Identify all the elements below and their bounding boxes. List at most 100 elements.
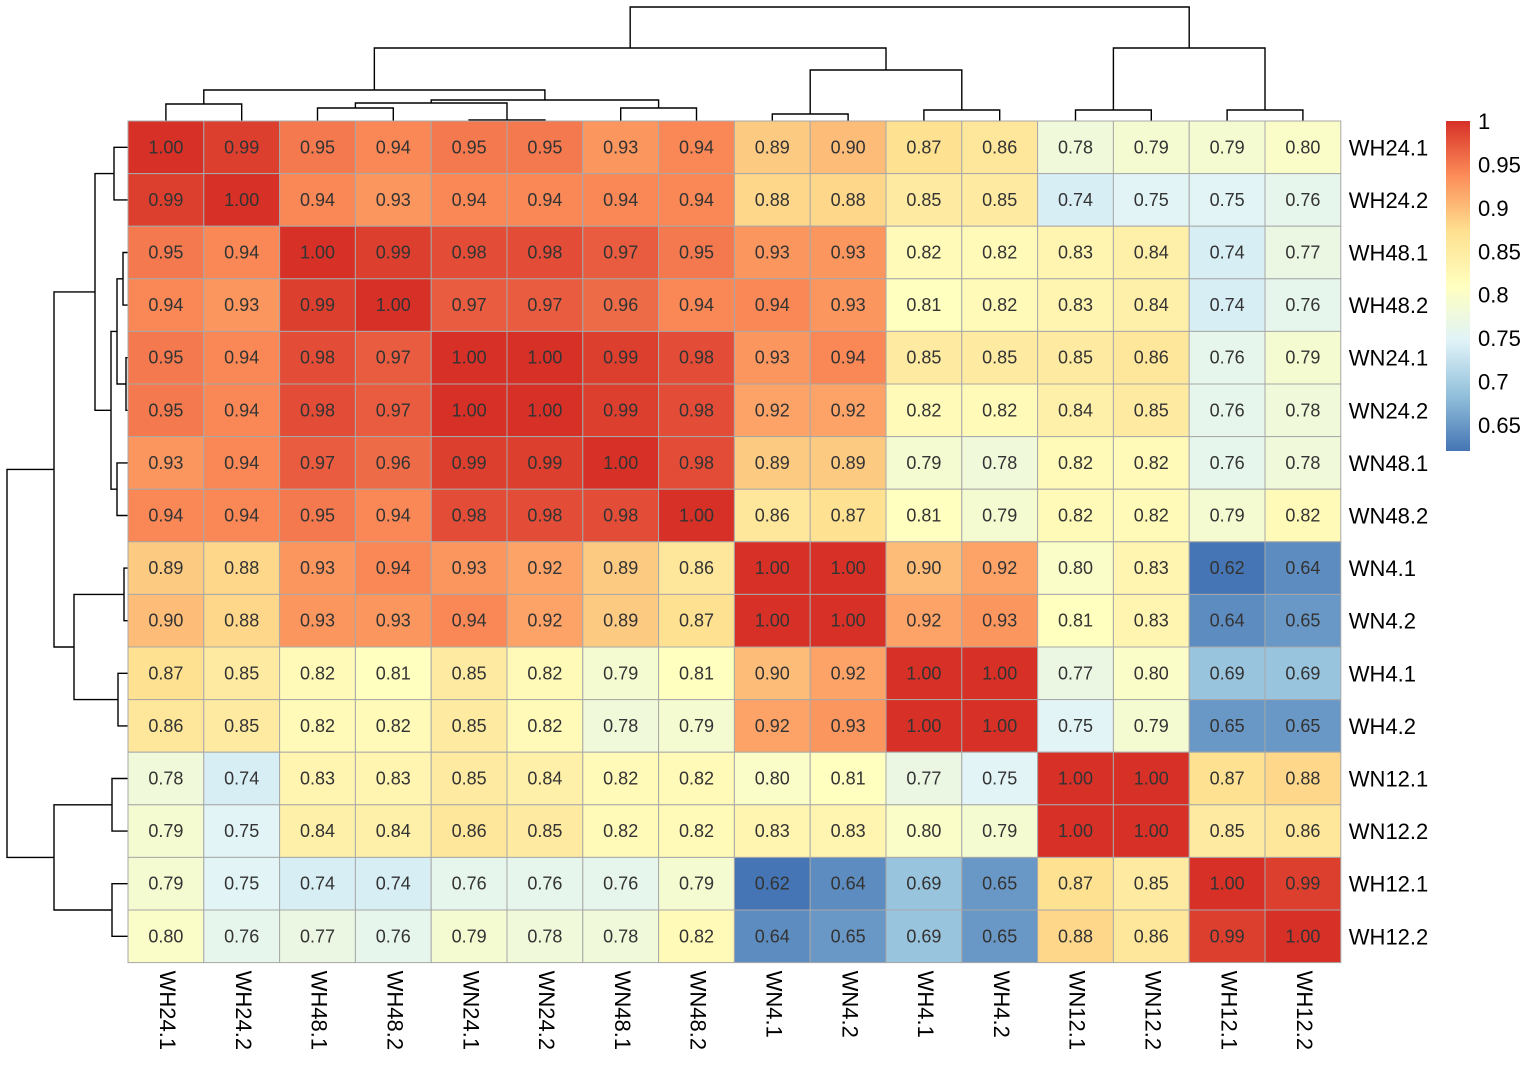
cell-value-label: 0.93 [224,295,259,315]
cell-value-label: 0.85 [1134,400,1169,420]
column-label: WN24.2 [534,971,559,1050]
heatmap-cell [961,751,1039,806]
cell-value-label: 0.92 [755,400,790,420]
heatmap-cell [127,699,205,753]
cell-value-label: 0.78 [1285,453,1320,473]
cell-value-label: 0.79 [982,821,1017,841]
heatmap-cell [354,330,432,385]
cell-value-label: 1.00 [1210,874,1245,894]
heatmap-cell [354,120,432,175]
cell-value-label: 0.97 [376,348,411,368]
heatmap-cell [809,330,887,385]
heatmap-cell [1188,856,1266,911]
heatmap-cell [885,120,963,175]
cell-value-label: 0.94 [300,190,335,210]
cell-value-label: 0.78 [1285,400,1320,420]
cell-value-label: 0.74 [376,874,411,894]
cell-value-label: 0.79 [148,874,183,894]
heatmap-cell [127,593,205,648]
cell-value-label: 0.86 [1134,926,1169,946]
heatmap-cell [885,699,963,753]
cell-value-label: 0.84 [300,821,335,841]
heatmap-cells: 1.00 0.99 0.95 0.94 0.95 0.95 0.93 0.94 0.89 0.90… [127,120,1342,964]
cell-value-label: 0.93 [300,611,335,631]
heatmap-cell [1188,909,1266,964]
heatmap-cell [809,856,887,911]
heatmap-cell [885,330,963,385]
cell-value-label: 0.99 [1285,874,1320,894]
cell-value-label: 0.97 [527,295,562,315]
row-label: WH24.1 [1349,135,1428,160]
cell-value-label: 0.93 [831,295,866,315]
heatmap-cell [203,751,281,806]
cell-value-label: 0.99 [1210,926,1245,946]
cell-value-label: 0.65 [1210,716,1245,736]
heatmap-cell [809,646,887,701]
cell-value-label: 0.93 [603,137,638,157]
heatmap-cell [506,120,584,175]
cell-value-label: 0.84 [1134,295,1169,315]
cell-value-label: 0.69 [906,926,941,946]
heatmap-cell [885,278,963,332]
heatmap-cell [733,120,811,175]
dendrogram-branch [373,47,887,90]
cell-value-label: 0.96 [376,453,411,473]
cell-value-label: 0.64 [1210,611,1245,631]
row-label: WH48.1 [1349,241,1428,266]
heatmap-cell [1112,593,1190,648]
heatmap-cell [203,593,281,648]
heatmap-cell [506,804,584,858]
heatmap-cell [203,383,281,438]
cell-value-label: 0.82 [1058,453,1093,473]
cell-value-label: 0.77 [300,926,335,946]
heatmap-cell [809,909,887,964]
cell-value-label: 1.00 [452,400,487,420]
heatmap-cell [506,173,584,227]
cell-value-label: 0.90 [148,611,183,631]
cell-value-label: 1.00 [527,348,562,368]
dendrogram-branch [430,99,660,108]
column-label: WN48.2 [686,971,711,1050]
legend-tick-label: 0.9 [1478,196,1509,221]
cell-value-label: 0.98 [527,243,562,263]
cell-value-label: 0.87 [906,137,941,157]
cell-value-label: 0.99 [300,295,335,315]
cell-value-label: 0.94 [376,137,411,157]
heatmap-cell [127,909,205,964]
cell-value-label: 0.90 [906,558,941,578]
cell-value-label: 0.94 [603,190,638,210]
heatmap-cell [1264,699,1342,753]
heatmap-cell [1037,278,1114,332]
cell-value-label: 0.82 [982,243,1017,263]
cell-value-label: 0.94 [376,558,411,578]
heatmap-cell [961,173,1039,227]
heatmap-cell [1188,383,1266,438]
heatmap-cell [127,278,205,332]
cell-value-label: 0.88 [755,190,790,210]
dendrogram-branch [113,146,128,201]
cell-value-label: 0.85 [982,348,1017,368]
heatmap-cell [582,488,660,543]
heatmap-cell [430,278,508,332]
heatmap-cell [354,699,432,753]
cell-value-label: 1.00 [679,506,714,526]
heatmap-cell [279,856,356,911]
cell-value-label: 0.82 [376,716,411,736]
cell-value-label: 1.00 [906,663,941,683]
cell-value-label: 0.98 [679,348,714,368]
dendrogram-branch [6,468,54,859]
cell-value-label: 0.85 [982,190,1017,210]
heatmap-cell [279,120,356,175]
heatmap-cell [1264,909,1342,964]
legend-tick-label: 1 [1478,109,1490,134]
dendrogram-branch [354,102,508,120]
heatmap-cell [582,699,660,753]
heatmap-cell [1037,751,1114,806]
cell-value-label: 1.00 [527,400,562,420]
cell-value-label: 0.83 [1134,558,1169,578]
cell-value-label: 0.87 [1210,769,1245,789]
heatmap-cell [1264,278,1342,332]
cell-value-label: 0.93 [376,190,411,210]
dendrogram-branch [620,107,698,121]
cell-value-label: 0.94 [224,243,259,263]
